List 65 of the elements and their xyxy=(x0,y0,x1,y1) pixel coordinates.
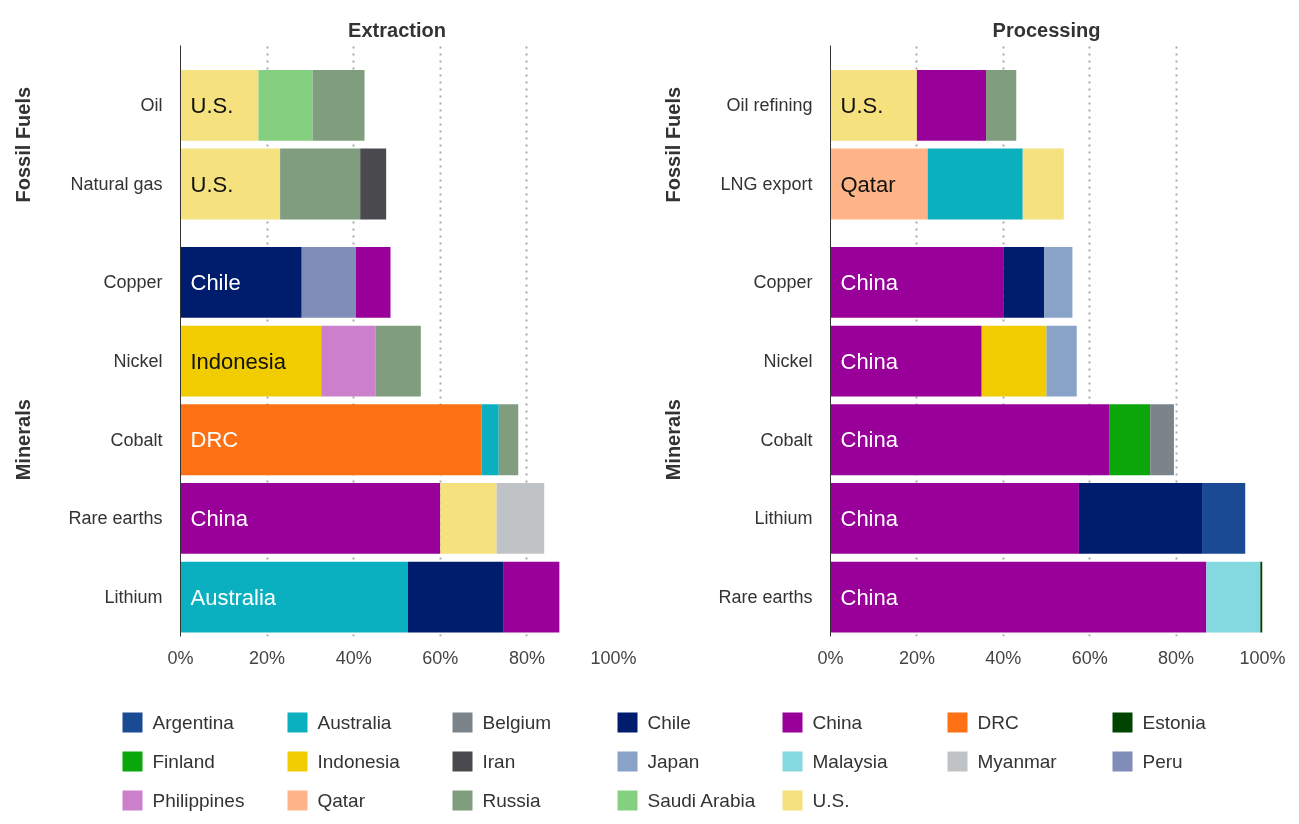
x-tick-label: 0% xyxy=(167,647,194,668)
y-tick-label: Lithium xyxy=(104,587,163,608)
data-label: U.S. xyxy=(840,92,884,118)
legend-label: Finland xyxy=(152,751,215,772)
y-tick-label: LNG export xyxy=(720,174,813,194)
data-label: Chile xyxy=(190,269,241,295)
legend-label: Peru xyxy=(1142,751,1183,772)
legend-label: Saudi Arabia xyxy=(647,790,756,811)
data-label: China xyxy=(190,505,249,531)
x-tick-label: 20% xyxy=(249,647,286,668)
y-tick-label: Nickel xyxy=(763,351,813,372)
legend-label: Australia xyxy=(317,712,392,733)
data-label: China xyxy=(840,348,899,374)
x-tick-label: 0% xyxy=(817,647,844,668)
text: Minerals xyxy=(11,399,34,481)
legend-label: Estonia xyxy=(1142,712,1207,733)
legend-label: Argentina xyxy=(152,712,235,733)
data-label: Australia xyxy=(190,584,277,610)
x-tick-label: 40% xyxy=(985,647,1022,668)
legend-label: China xyxy=(812,712,863,733)
data-label: China xyxy=(840,269,899,295)
text: Fossil Fuels xyxy=(11,86,34,203)
y-tick-label: Rare earths xyxy=(68,508,163,529)
legend-label: U.S. xyxy=(812,790,850,811)
y-tick-label: Oil refining xyxy=(726,95,813,116)
legend-label: Qatar xyxy=(317,790,366,811)
legend-label: Indonesia xyxy=(317,751,401,772)
y-tick-label: Lithium xyxy=(754,508,813,529)
x-tick-label: 80% xyxy=(508,647,545,668)
x-tick-label: 100% xyxy=(590,647,637,668)
y-tick-label: Cobalt xyxy=(110,429,163,450)
data-label: DRC xyxy=(190,427,239,453)
chart-title: Extraction xyxy=(348,18,446,41)
legend-label: Japan xyxy=(647,751,700,772)
legend-label: Iran xyxy=(482,751,516,772)
legend-label: Belgium xyxy=(482,712,552,733)
x-tick-label: 20% xyxy=(898,647,935,668)
data-label: U.S. xyxy=(190,171,234,197)
x-tick-label: 100% xyxy=(1239,647,1286,668)
data-label: China xyxy=(840,584,899,610)
data-label: China xyxy=(840,427,899,453)
y-tick-label: Copper xyxy=(753,272,813,293)
data-label: China xyxy=(840,505,899,531)
legend-label: Myanmar xyxy=(977,751,1058,772)
legend-label: Russia xyxy=(482,790,542,811)
legend-label: Malaysia xyxy=(812,751,888,772)
y-tick-label: Nickel xyxy=(113,351,163,372)
x-tick-label: 60% xyxy=(422,647,459,668)
y-tick-label: Cobalt xyxy=(760,429,813,450)
x-tick-label: 60% xyxy=(1071,647,1108,668)
text: Fossil Fuels xyxy=(661,86,684,203)
data-label: U.S. xyxy=(190,92,234,118)
chart-title: Processing xyxy=(992,18,1101,41)
legend-label: Philippines xyxy=(152,790,245,811)
legend-label: Chile xyxy=(647,712,691,733)
y-tick-label: Natural gas xyxy=(70,174,163,194)
y-tick-label: Copper xyxy=(103,272,163,293)
data-label: Qatar xyxy=(840,171,896,197)
y-tick-label: Rare earths xyxy=(718,587,813,608)
text: Minerals xyxy=(661,399,684,481)
legend-label: DRC xyxy=(977,712,1019,733)
x-tick-label: 40% xyxy=(335,647,372,668)
y-tick-label: Oil xyxy=(140,95,163,116)
data-label: Indonesia xyxy=(190,348,287,374)
x-tick-label: 80% xyxy=(1158,647,1195,668)
